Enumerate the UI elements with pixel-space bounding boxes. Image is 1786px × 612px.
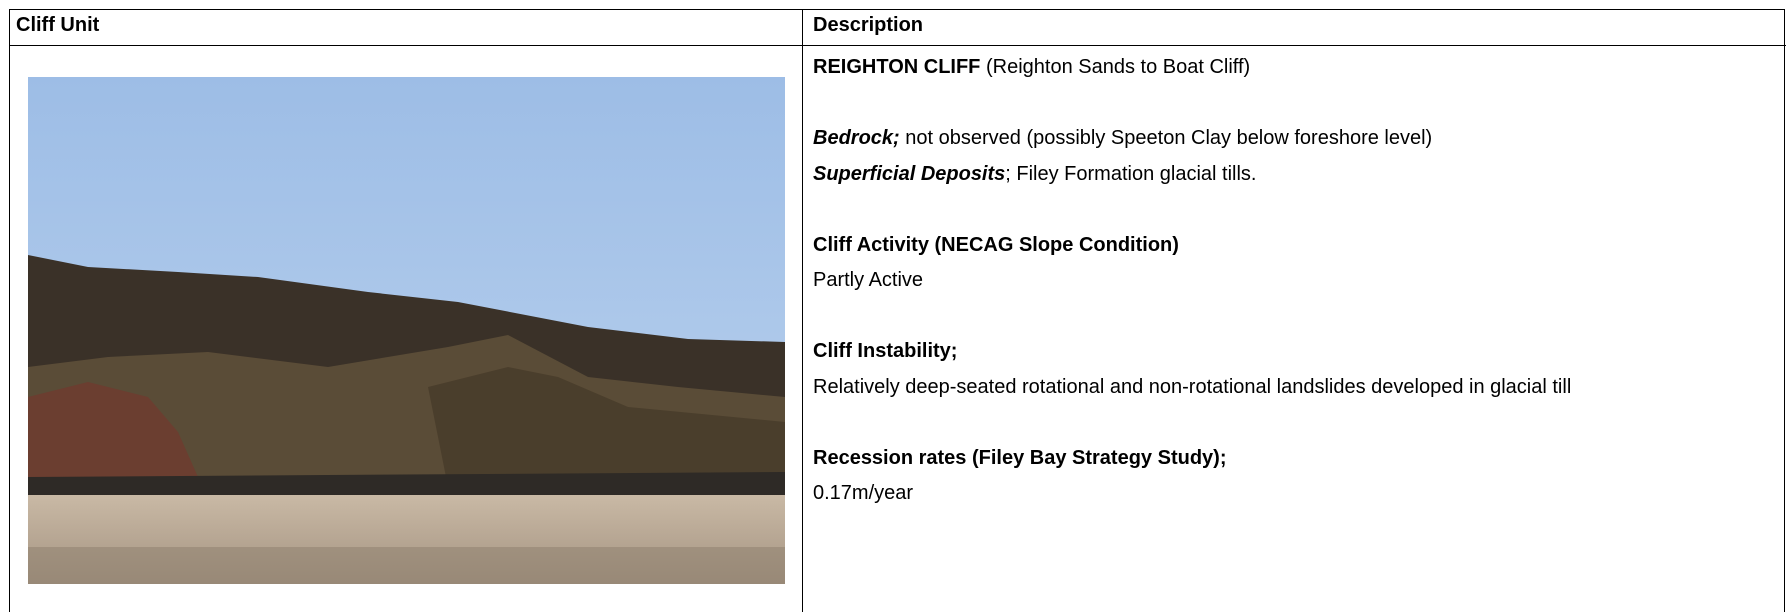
column-rule (802, 9, 803, 612)
section-text: Partly Active (813, 263, 1753, 299)
sections: Cliff Activity (NECAG Slope Condition)Pa… (813, 192, 1753, 512)
cliff-photo (28, 77, 785, 584)
section-text: 0.17m/year (813, 476, 1753, 512)
header-cell: Cliff Unit (16, 14, 99, 37)
gap (813, 405, 1753, 441)
page: Cliff Unit Description REIGHTON CLIFF (R… (0, 0, 1786, 612)
section-text: Relatively deep-seated rotational and no… (813, 370, 1753, 406)
gap (813, 299, 1753, 335)
bedrock-text: not observed (possibly Speeton Clay belo… (905, 127, 1432, 149)
description-cell: REIGHTON CLIFF (Reighton Sands to Boat C… (813, 50, 1753, 512)
row-rule (9, 45, 1786, 46)
header-cell: Description (813, 14, 923, 37)
unit-title-note: (Reighton Sands to Boat Cliff) (986, 56, 1250, 78)
section-heading: Recession rates (Filey Bay Strategy Stud… (813, 441, 1753, 477)
superficial-label: Superficial Deposits (813, 163, 1005, 185)
section-heading: Cliff Instability; (813, 334, 1753, 370)
superficial-text: ; Filey Formation glacial tills. (1005, 163, 1256, 185)
section-heading: Cliff Activity (NECAG Slope Condition) (813, 228, 1753, 264)
bedrock-label: Bedrock; (813, 127, 900, 149)
unit-title: REIGHTON CLIFF (813, 56, 980, 78)
gap (813, 192, 1753, 228)
